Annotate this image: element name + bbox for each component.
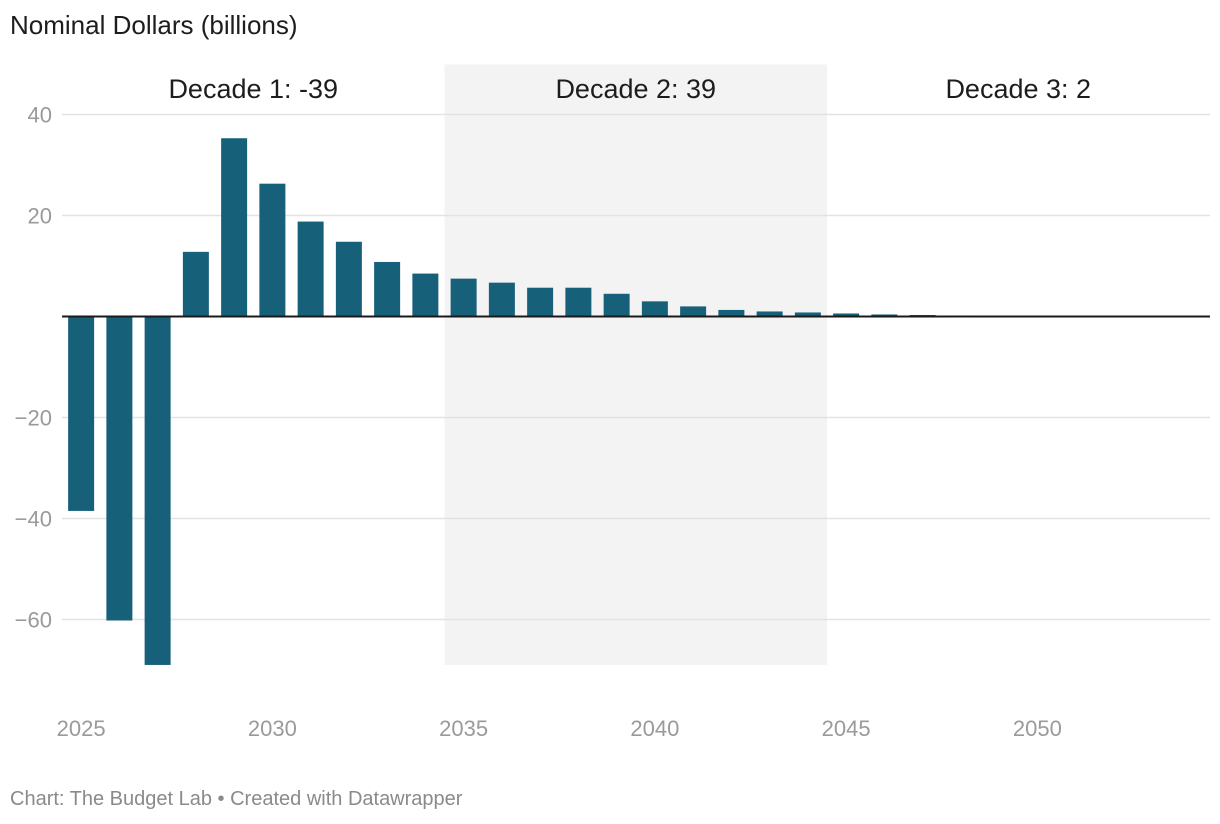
y-axis-ticks: 40 20 −20 −40 −60 bbox=[15, 103, 52, 633]
bar-2043 bbox=[756, 311, 783, 317]
bars bbox=[68, 138, 1204, 665]
grid-layer bbox=[62, 113, 1210, 621]
x-tick-label: 2040 bbox=[630, 716, 679, 741]
decade-shade-2 bbox=[444, 64, 827, 665]
bar-2025 bbox=[68, 316, 95, 511]
bar-2040 bbox=[641, 301, 668, 317]
chart-title: Nominal Dollars (billions) bbox=[10, 10, 298, 40]
bar-2038 bbox=[565, 287, 592, 317]
y-tick-label: 20 bbox=[28, 204, 52, 229]
decade-label-2: Decade 2: 39 bbox=[555, 74, 716, 104]
decade-label-1: Decade 1: -39 bbox=[168, 74, 338, 104]
bar-2037 bbox=[527, 287, 554, 317]
bar-2045 bbox=[833, 313, 860, 317]
x-tick-label: 2025 bbox=[57, 716, 106, 741]
bar-2039 bbox=[603, 293, 630, 317]
y-tick-label: 40 bbox=[28, 103, 52, 128]
y-tick-label: −40 bbox=[15, 507, 52, 532]
bar-2035 bbox=[450, 278, 477, 317]
bar-2026 bbox=[106, 316, 133, 621]
x-tick-label: 2035 bbox=[439, 716, 488, 741]
x-tick-label: 2030 bbox=[248, 716, 297, 741]
bar-2033 bbox=[374, 261, 401, 317]
bar-2041 bbox=[680, 306, 707, 317]
y-tick-label: −20 bbox=[15, 406, 52, 431]
decade-labels: Decade 1: -39 Decade 2: 39 Decade 3: 2 bbox=[168, 74, 1091, 104]
y-tick-label: −60 bbox=[15, 608, 52, 633]
bar-2044 bbox=[794, 312, 821, 317]
decade-label-3: Decade 3: 2 bbox=[945, 74, 1091, 104]
bar-2029 bbox=[221, 138, 248, 317]
bar-2030 bbox=[259, 183, 286, 317]
chart-footer: Chart: The Budget Lab • Created with Dat… bbox=[10, 788, 463, 810]
x-tick-label: 2050 bbox=[1013, 716, 1062, 741]
bar-2042 bbox=[718, 309, 745, 317]
x-axis-ticks: 2025 2030 2035 2040 2045 2050 bbox=[57, 716, 1062, 741]
bar-2034 bbox=[412, 273, 439, 317]
bar-2046 bbox=[871, 314, 898, 317]
bar-2032 bbox=[335, 241, 362, 317]
bar-2036 bbox=[488, 282, 515, 317]
decade-shade-layer bbox=[444, 64, 827, 665]
bar-2028 bbox=[182, 251, 209, 317]
bar-2031 bbox=[297, 221, 324, 317]
x-tick-label: 2045 bbox=[822, 716, 871, 741]
bar-2027 bbox=[144, 316, 171, 665]
